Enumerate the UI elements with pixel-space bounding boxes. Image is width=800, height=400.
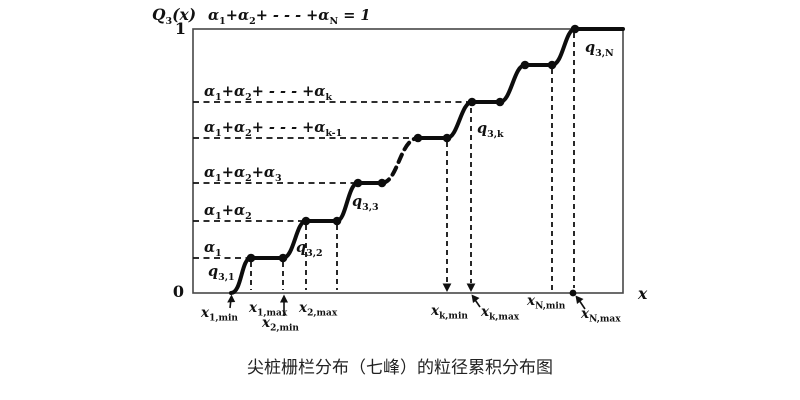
plateau-dot [246,253,256,263]
x-tick-x2max: x2,max [299,300,338,319]
x-axis-title: x [638,284,648,303]
top-identity-label: α1+α2+ - - - +αN = 1 [208,7,371,27]
xNmax-label-arrowhead [575,295,584,304]
plateau-dot [467,97,477,107]
plateau-dot [353,178,363,188]
xkmin-down-arrowhead [442,283,452,292]
step-label-q32: q3,2 [296,239,323,259]
plateau-dot [495,97,505,107]
level-label-alpha1-2: α1+α2 [204,202,252,222]
y-tick-1: 1 [174,19,186,38]
y-axis-title: Q3(x) [152,5,197,28]
y-tick-0: 0 [172,282,184,301]
x1min-arrowhead [227,294,236,303]
plateau-dot [547,60,557,70]
step-label-q3N: q3,N [585,39,614,59]
cdf-curve-upper [416,27,625,140]
axis-pointer-arrows [227,294,586,316]
figure-caption: 尖桩栅栏分布（七峰）的粒径累积分布图 [247,358,553,378]
plateau-dots [246,24,580,297]
x-tick-xNmax: xN,max [581,306,621,325]
xkmax-down-arrowhead [466,283,476,292]
cdf-curve-lower [229,181,384,295]
plateau-dot [278,253,288,263]
plateau-dot [301,216,311,226]
cdf-curve-dashed-segment [380,136,420,185]
level-label-alpha1-k-1: α1+α2+ - - - +αk-1 [204,119,343,139]
step-label-q33: q3,3 [352,193,379,213]
plateau-dot [520,60,530,70]
x-tick-x2min: x2,min [262,315,299,334]
plateau-dot [413,133,423,143]
x-tick-xkmax: xk,max [481,304,520,323]
plateau-dot [377,178,387,188]
xkmax-label-arrowhead [471,294,480,303]
plot-frame [192,28,624,294]
x-tick-x1min: x1,min [201,305,238,324]
level-label-alpha1: α1 [204,239,222,259]
step-label-q3k: q3,k [477,120,504,140]
level-label-alpha1-k: α1+α2+ - - - +αk [204,83,333,103]
x2min-arrowhead [280,294,288,303]
plateau-dot [570,24,580,34]
step-label-q31: q3,1 [208,263,235,283]
x-tick-xNmin: xN,min [527,293,566,312]
plateau-dot [442,133,452,143]
x-tick-x1max: x1,max [249,300,288,319]
plateau-dot [332,216,342,226]
level-label-alpha1-3: α1+α2+α3 [204,164,282,184]
x-tick-xkmin: xk,min [431,303,468,322]
xNmax-axis-dot [569,289,577,297]
